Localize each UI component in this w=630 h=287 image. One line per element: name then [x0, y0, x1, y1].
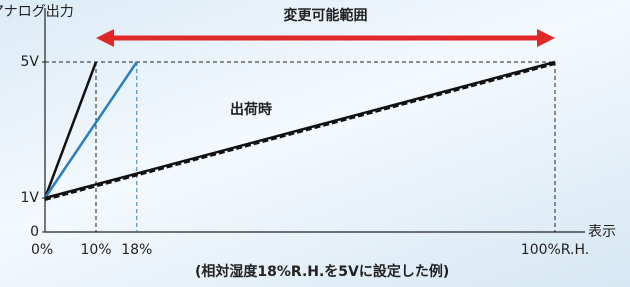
y-axis-label: アナログ出力	[0, 4, 74, 20]
chart: アナログ出力 表示 0 1V 5V 0% 10% 18% 100%R.H. (相対湿度18%R…	[0, 0, 630, 287]
x-tick-label: 100%R.H.	[521, 242, 589, 258]
range-label: 変更可能範囲	[284, 7, 368, 24]
series-line	[45, 62, 555, 198]
series-line	[45, 62, 96, 198]
x-tick-label: 0%	[31, 242, 53, 258]
x-axis-label: 表示	[588, 224, 616, 240]
arrow-head	[537, 29, 555, 47]
y-tick-label: 5V	[21, 54, 40, 70]
arrow-head	[96, 29, 114, 47]
x-tick-label: 18%	[121, 242, 152, 258]
y-tick-label: 1V	[21, 190, 40, 206]
x-tick-label: 10%	[80, 242, 111, 258]
y-tick-label: 0	[30, 224, 39, 240]
note: (相対湿度18%R.H.を5Vに設定した例)	[195, 263, 449, 280]
series-label: 出荷時	[230, 101, 272, 118]
